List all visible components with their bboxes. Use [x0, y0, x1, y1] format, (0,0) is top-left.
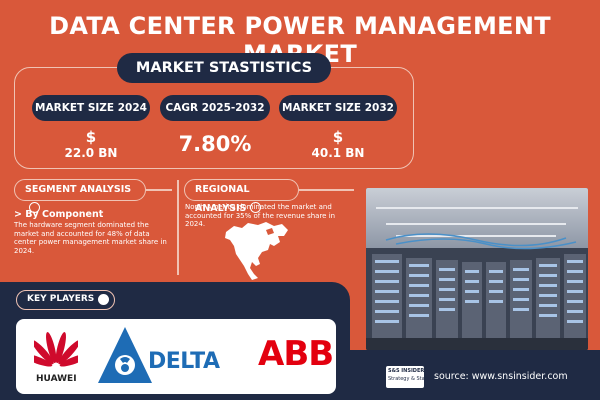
divider	[299, 189, 354, 191]
metric-currency-2032: $	[332, 128, 344, 146]
metric-label-market-size-2024: MARKET SIZE 2024	[32, 95, 150, 121]
metric-value-2024: 22.0 BN	[64, 146, 118, 160]
metric-value-2032: 40.1 BN	[311, 146, 365, 160]
info-circle-icon	[98, 294, 110, 305]
sns-logo-line1: S&S INSIDER	[388, 368, 425, 374]
abb-logo-text: ABB	[258, 334, 334, 374]
huawei-flower-icon	[34, 332, 78, 367]
key-players-pill: KEY PLAYERS	[16, 290, 116, 310]
metric-label-cagr: CAGR 2025-2032	[160, 95, 270, 121]
metric-currency-2024: $	[85, 128, 97, 146]
metric-value-cagr: 7.80%	[178, 132, 252, 156]
globe-icon	[29, 202, 40, 213]
huawei-logo-text: HUAWEI	[36, 374, 77, 384]
segment-description: The hardware segment dominated the marke…	[14, 221, 167, 255]
regional-description: North America dominated the market and a…	[185, 203, 336, 228]
delta-triangle-icon	[98, 327, 152, 383]
segment-analysis-header: SEGMENT ANALYSIS	[25, 184, 132, 195]
server-room-image	[366, 188, 588, 350]
key-players-logos: HUAWEI DELTA ABB	[16, 319, 336, 394]
source-text: source: www.snsinsider.com	[434, 371, 568, 382]
divider	[146, 189, 172, 191]
north-america-map-icon	[225, 222, 288, 280]
metric-label-market-size-2032: MARKET SIZE 2032	[279, 95, 397, 121]
sns-logo-line2: Strategy & Stats	[388, 376, 430, 382]
server-room-photo	[366, 188, 588, 350]
globe-icon	[250, 202, 262, 213]
regional-analysis-pill: REGIONAL ANALYSIS	[184, 179, 299, 214]
segment-subheader: > By Component	[14, 209, 104, 220]
delta-logo-text: DELTA	[148, 349, 220, 374]
sns-insider-logo: S&S INSIDER Strategy & Stats	[386, 366, 429, 388]
segment-analysis-pill: SEGMENT ANALYSIS	[14, 179, 146, 213]
key-players-header: KEY PLAYERS	[27, 294, 95, 304]
regional-analysis-header: REGIONAL ANALYSIS	[195, 184, 250, 214]
divider	[177, 180, 179, 275]
market-statistics-header: MARKET STASTISTICS	[117, 53, 331, 83]
